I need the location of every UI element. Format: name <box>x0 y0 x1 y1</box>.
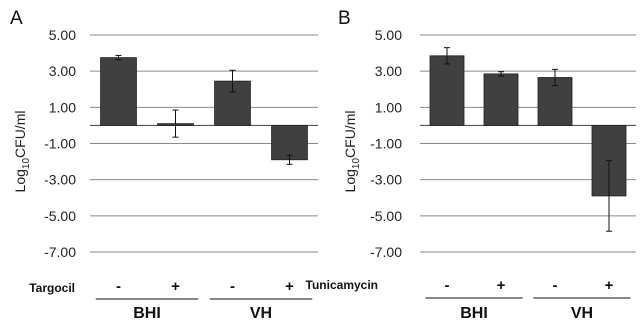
panel-label: B <box>338 8 351 29</box>
y-axis-label-unit: CFU/ml <box>342 111 358 158</box>
panel-label: A <box>10 8 23 29</box>
y-tick-label: -7.00 <box>44 244 76 260</box>
y-tick-label: 5.00 <box>49 27 76 43</box>
category-sign-label: + <box>171 278 180 295</box>
y-axis-label: Log10CFU/ml <box>12 111 32 193</box>
bar <box>429 55 465 126</box>
bar <box>483 73 519 126</box>
bar <box>271 125 308 161</box>
y-tick-label: -3.00 <box>370 172 402 188</box>
y-axis-label-base: Log <box>342 169 358 192</box>
y-axis-label: Log10CFU/ml <box>342 111 362 193</box>
treatment-label: Tunicamycin <box>306 278 378 292</box>
y-axis-label-subscript: 10 <box>351 158 362 170</box>
y-axis-label-subscript: 10 <box>21 158 32 170</box>
y-tick-label: -5.00 <box>44 208 76 224</box>
y-tick-label: 3.00 <box>49 63 76 79</box>
y-tick-label: -5.00 <box>370 208 402 224</box>
category-sign-label: - <box>116 278 121 295</box>
y-tick-label: 5.00 <box>375 27 402 43</box>
category-sign-label: - <box>553 277 558 294</box>
y-tick-label: -1.00 <box>370 136 402 152</box>
panel-b-chart: B 5.00 3.00 1.00 -1.00 -3.00 -5.00 -7.00 Log10CF… <box>306 8 636 322</box>
category-sign-label: + <box>497 277 506 294</box>
y-tick-label: 3.00 <box>375 63 402 79</box>
y-tick-label: -3.00 <box>44 172 76 188</box>
y-tick-label: 1.00 <box>375 99 402 115</box>
category-sign-label: + <box>605 277 614 294</box>
group-label: VH <box>571 305 593 322</box>
y-tick-label: 1.00 <box>49 99 76 115</box>
panel-a-chart: A 5.00 3.00 1.00 -1.00 -3.00 -5.00 -7.00 Log10CF… <box>10 8 318 322</box>
category-sign-label: + <box>285 278 294 295</box>
category-sign-label: - <box>230 278 235 295</box>
y-axis-label-base: Log <box>12 169 28 192</box>
treatment-label: Targocil <box>29 281 75 295</box>
group-label: BHI <box>460 305 488 322</box>
y-tick-label: -1.00 <box>44 136 76 152</box>
group-label: BHI <box>133 305 161 322</box>
bar <box>100 57 137 126</box>
category-sign-label: - <box>445 277 450 294</box>
y-tick-label: -7.00 <box>370 244 402 260</box>
group-label: VH <box>250 305 272 322</box>
y-axis-label-unit: CFU/ml <box>12 111 28 158</box>
